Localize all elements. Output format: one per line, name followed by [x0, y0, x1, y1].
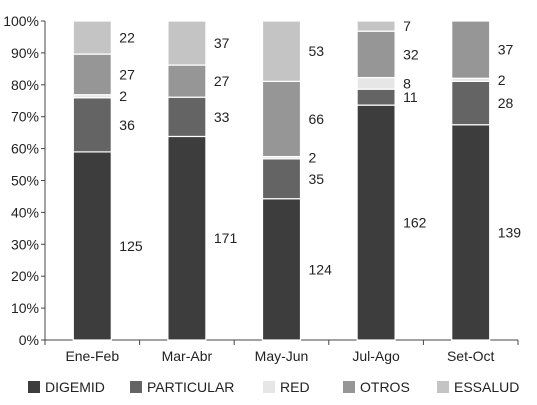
data-label: 11 — [403, 89, 418, 105]
legend-entry: RED — [280, 379, 310, 395]
bar-segment — [261, 198, 302, 341]
data-label: 53 — [309, 43, 325, 59]
data-label: 2 — [119, 88, 127, 104]
bar-segment — [167, 20, 207, 66]
legend-entry: DIGEMID — [45, 379, 105, 395]
bar-segment — [261, 80, 302, 158]
data-label: 2 — [498, 72, 506, 88]
legend-entry: OTROS — [360, 379, 410, 395]
data-label: 27 — [214, 73, 230, 89]
bar-segment — [356, 30, 396, 79]
legend-swatch — [343, 381, 355, 393]
x-tick-label: Ene-Feb — [65, 348, 119, 364]
y-tick-label: 90% — [11, 45, 39, 61]
legend-entry: ESSALUD — [454, 379, 519, 395]
data-label: 32 — [403, 46, 419, 62]
legend-swatch — [437, 381, 449, 393]
y-tick-label: 50% — [11, 173, 39, 189]
bar-segment — [451, 20, 491, 79]
y-tick-label: 20% — [11, 268, 39, 284]
data-label: 35 — [309, 171, 325, 187]
y-tick-label: 10% — [11, 300, 39, 316]
bar-segment — [261, 158, 302, 200]
y-tick-label: 70% — [11, 109, 39, 125]
data-label: 162 — [403, 215, 427, 231]
data-label: 139 — [498, 224, 522, 240]
data-label: 66 — [309, 111, 325, 127]
bar-segment — [72, 53, 112, 96]
y-tick-label: 40% — [11, 204, 39, 220]
axes-layer: 0% 10% 20% 30% 40% 50% 60% 70% 80% 90% 100% Ene-Feb… — [3, 13, 519, 364]
legend-entry: PARTICULAR — [147, 379, 234, 395]
data-label: 7 — [403, 18, 411, 34]
bars-layer — [72, 20, 491, 341]
data-label: 124 — [309, 261, 333, 277]
legend-swatch — [263, 381, 275, 393]
bar-segment — [167, 135, 207, 341]
legend: DIGEMID PARTICULAR RED OTROS ESSALUD — [28, 379, 519, 395]
data-label: 37 — [498, 42, 514, 58]
bar-segment — [72, 20, 112, 55]
data-label: 27 — [119, 66, 135, 82]
y-tick-label: 0% — [19, 332, 39, 348]
legend-swatch — [130, 381, 142, 393]
data-label: 22 — [119, 30, 135, 46]
data-label: 36 — [119, 117, 135, 133]
bar-segment — [451, 80, 491, 126]
data-label: 2 — [309, 150, 317, 166]
data-label: 8 — [403, 75, 411, 91]
bar-segment — [451, 124, 491, 341]
bar-segment — [356, 20, 396, 32]
bar-segment — [167, 96, 207, 138]
legend-swatch — [28, 381, 40, 393]
y-tick-label: 60% — [11, 141, 39, 157]
x-tick-label: Jul-Ago — [352, 348, 400, 364]
data-label: 28 — [498, 95, 514, 111]
data-labels-layer: 125 36 2 27 22 171 33 27 37 124 35 2 66 53 162 118 32 7 13… — [119, 18, 521, 277]
data-label: 171 — [214, 230, 238, 246]
x-tick-label: May-Jun — [255, 348, 309, 364]
y-tick-label: 30% — [11, 236, 39, 252]
bar-segment — [72, 97, 112, 153]
y-tick-label: 100% — [3, 13, 39, 29]
y-tick-label: 80% — [11, 77, 39, 93]
data-label: 37 — [214, 35, 230, 51]
bar-segment — [356, 88, 396, 106]
x-tick-label: Set-Oct — [447, 348, 495, 364]
bar-segment — [72, 151, 112, 341]
bar-segment — [356, 76, 396, 90]
x-tick-label: Mar-Abr — [162, 348, 213, 364]
bar-segment — [167, 64, 207, 98]
bar-segment — [356, 104, 396, 341]
bar-segment — [261, 20, 302, 82]
data-label: 125 — [119, 238, 143, 254]
data-label: 33 — [214, 109, 230, 125]
